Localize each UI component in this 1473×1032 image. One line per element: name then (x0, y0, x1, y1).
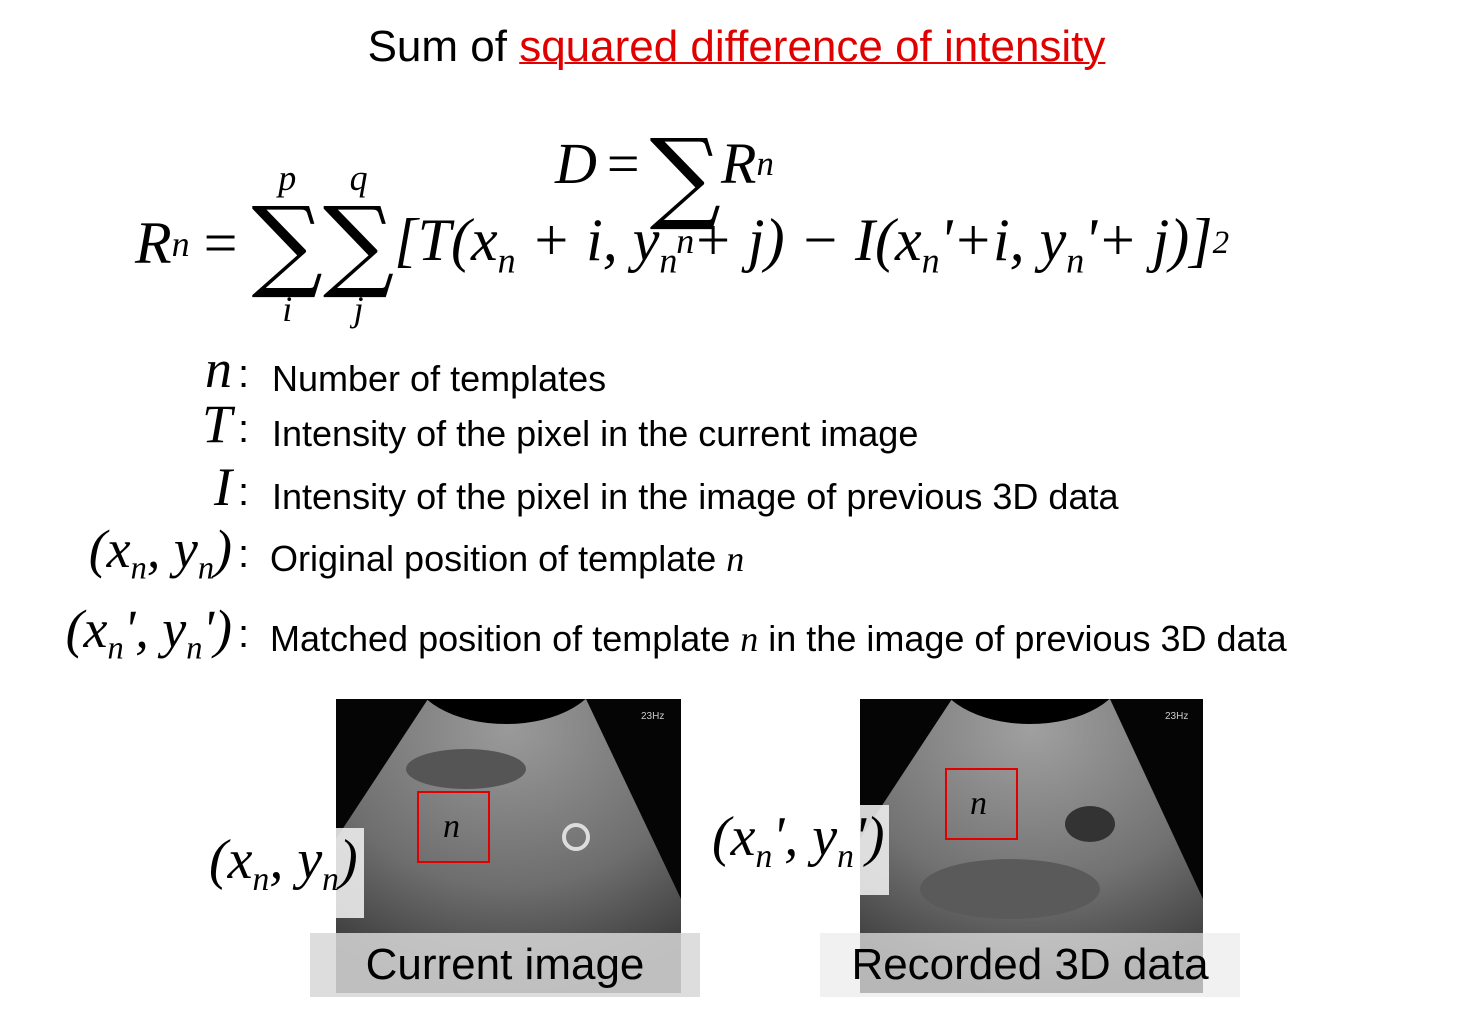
text-piece: n (740, 619, 759, 659)
caption: Current image (310, 933, 700, 997)
sum-sign: ∑ (251, 185, 323, 302)
position-overlay: (xn', yn') (708, 805, 889, 895)
sum-sign: ∑ (322, 185, 395, 302)
symbol-piece: I (214, 457, 232, 517)
caption: Recorded 3D data (820, 933, 1240, 997)
position-piece: n (755, 837, 773, 875)
symbol-piece: ) (214, 519, 232, 579)
definition-colon: : (238, 352, 250, 396)
formula-piece: n (921, 240, 940, 281)
formula-symbol: R (135, 210, 172, 276)
text-piece: Matched position of template (270, 618, 741, 659)
sum-limit: i (282, 289, 293, 329)
frame-rate: 23Hz (1165, 711, 1188, 722)
formula-piece: n (497, 240, 516, 281)
formula-piece: n (1066, 240, 1085, 281)
formula-piece: [T(x (394, 206, 498, 273)
text-piece: n (726, 539, 745, 579)
text-piece: Number of templates (272, 358, 607, 399)
template-box (945, 768, 1018, 840)
symbol-piece: ') (202, 599, 232, 659)
position-piece: (x (712, 806, 756, 868)
definition-symbol: (xn', yn') (0, 598, 232, 667)
formula-sub: n (171, 223, 190, 264)
title-highlight: squared difference of intensity (519, 22, 1106, 71)
text-piece: in the image of previous 3D data (758, 618, 1287, 659)
formula-body: [T(xn + i, yn + j) − I(xn'+i, yn'+ j)] (394, 206, 1212, 282)
text-piece: Intensity of the pixel in the image of p… (272, 476, 1119, 517)
sum-limit: q (349, 158, 368, 198)
symbol-piece: (x (88, 519, 131, 579)
title-text: Sum of (367, 22, 520, 71)
symbol-piece: n (130, 550, 147, 587)
position-piece: ', y (772, 806, 838, 868)
definition-symbol: T (0, 393, 232, 455)
formula-power: 2 (1212, 225, 1230, 261)
text-piece: Intensity of the pixel in the current im… (272, 413, 919, 454)
symbol-piece: T (201, 394, 232, 454)
definition-symbol: n (0, 338, 232, 400)
title: Sum of squared difference of intensity (0, 22, 1473, 72)
definition-colon: : (238, 532, 250, 576)
formula-piece: + i, y (515, 206, 660, 273)
definition-colon: : (238, 470, 250, 514)
frame-rate: 23Hz (641, 711, 664, 722)
definition-symbol: I (0, 456, 232, 518)
formula-term: R (721, 131, 757, 196)
definition-colon: : (238, 612, 250, 656)
symbol-piece: n (205, 339, 232, 399)
position-piece: ) (338, 829, 358, 891)
formula-piece: '+ j)] (1084, 206, 1213, 273)
position-piece: n (322, 860, 339, 898)
definition-text: Intensity of the pixel in the image of p… (272, 476, 1119, 518)
box-label: n (970, 785, 987, 822)
formula-piece: n (659, 240, 678, 281)
symbol-piece: ', y (123, 599, 187, 659)
definition-symbol: (xn, yn) (0, 518, 232, 587)
formula-symbol: D (555, 131, 597, 196)
text-piece: Original position of template (270, 538, 727, 579)
symbol-piece: n (197, 550, 215, 587)
position-piece: n (252, 860, 270, 898)
formula-piece: + j) − I(x (677, 206, 922, 273)
position-overlay: (xn, yn) (205, 828, 364, 918)
definition-text: Matched position of template n in the im… (270, 618, 1287, 660)
definition-text: Intensity of the pixel in the current im… (272, 413, 918, 455)
symbol-piece: (x (65, 599, 108, 659)
symbol-piece: n (107, 630, 124, 667)
sum-limit: p (278, 158, 297, 198)
sum-sign: ∑ (649, 117, 721, 234)
sum-limit: n (676, 221, 695, 261)
formula-eq: = (606, 131, 640, 196)
position-piece: , y (269, 829, 323, 891)
sum-limit: j (353, 289, 364, 329)
box-label: n (443, 808, 460, 845)
formula-sub: n (756, 143, 774, 183)
position-piece: ') (853, 806, 885, 868)
position-piece: (x (209, 829, 253, 891)
definition-colon: : (238, 407, 250, 451)
position-piece: n (837, 837, 854, 875)
symbol-piece: , y (146, 519, 198, 579)
symbol-piece: n (186, 630, 203, 667)
formula-eq: = (203, 210, 238, 276)
definition-text: Number of templates (272, 358, 606, 400)
formula-piece: '+i, y (939, 206, 1067, 273)
template-box (417, 791, 490, 863)
definition-text: Original position of template n (270, 538, 744, 580)
